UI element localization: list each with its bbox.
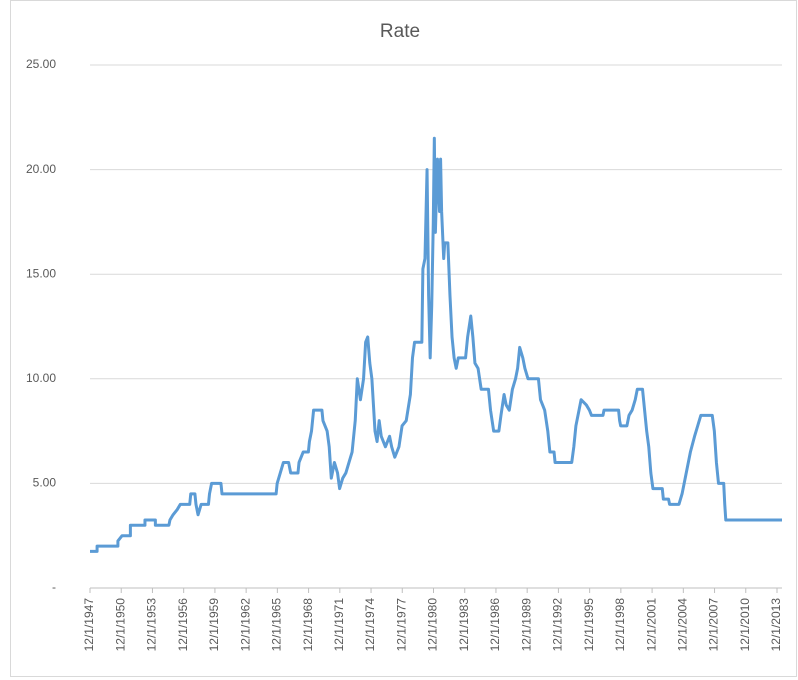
x-tick-label: 12/1/1998 (613, 598, 627, 652)
x-tick-label: 12/1/1947 (82, 598, 96, 652)
x-tick-label: 12/1/2004 (675, 598, 689, 652)
x-tick-label: 12/1/1965 (270, 598, 284, 652)
x-tick-label: 12/1/1989 (519, 598, 533, 652)
x-tick-label: 12/1/1974 (363, 598, 377, 652)
x-tick-label: 12/1/2001 (644, 598, 658, 652)
y-tick-label: - (52, 580, 56, 594)
x-tick-label: 12/1/1980 (426, 598, 440, 652)
x-tick-label: 12/1/1962 (238, 598, 252, 652)
y-tick-label: 5.00 (33, 476, 57, 490)
x-tick-label: 12/1/1950 (113, 598, 127, 652)
line-series (90, 136, 782, 553)
x-tick-label: 12/1/1968 (301, 598, 315, 652)
x-tick-label: 12/1/2010 (738, 598, 752, 652)
x-tick-label: 12/1/1995 (582, 598, 596, 652)
y-tick-label: 25.00 (26, 57, 56, 71)
x-tick-label: 12/1/1986 (488, 598, 502, 652)
y-tick-label: 15.00 (26, 266, 56, 280)
x-tick-label: 12/1/1959 (207, 598, 221, 652)
x-tick-label: 12/1/1971 (332, 598, 346, 652)
x-tick-label: 12/1/2007 (707, 598, 721, 652)
x-tick-label: 12/1/1977 (394, 598, 408, 652)
x-tick-label: 12/1/1956 (176, 598, 190, 652)
x-tick-label: 12/1/1983 (457, 598, 471, 652)
x-tick-label: 12/1/2013 (769, 598, 783, 652)
chart-title: Rate (380, 21, 420, 42)
x-tick-label: 12/1/1953 (145, 598, 159, 652)
y-tick-label: 20.00 (26, 162, 56, 176)
x-tick-label: 12/1/1992 (551, 598, 565, 652)
y-tick-label: 10.00 (26, 371, 56, 385)
chart-border (10, 0, 797, 677)
